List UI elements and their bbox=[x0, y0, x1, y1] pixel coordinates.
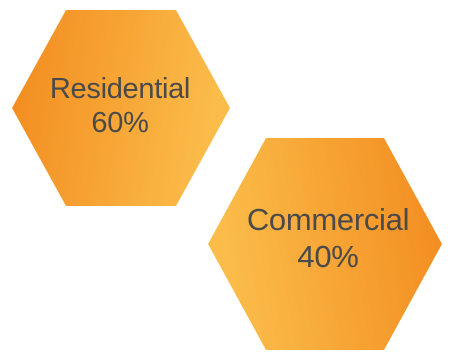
segment-residential-name: Residential bbox=[49, 73, 191, 105]
segment-residential-label: Residential 60% bbox=[40, 72, 200, 140]
segment-commercial-label: Commercial 40% bbox=[238, 202, 418, 275]
hexagon-commercial bbox=[208, 138, 442, 350]
segment-commercial-percent: 40% bbox=[297, 238, 359, 274]
hexagon-residential bbox=[12, 10, 230, 206]
segment-residential-percent: 60% bbox=[91, 107, 149, 140]
segment-commercial-name: Commercial bbox=[246, 202, 410, 237]
